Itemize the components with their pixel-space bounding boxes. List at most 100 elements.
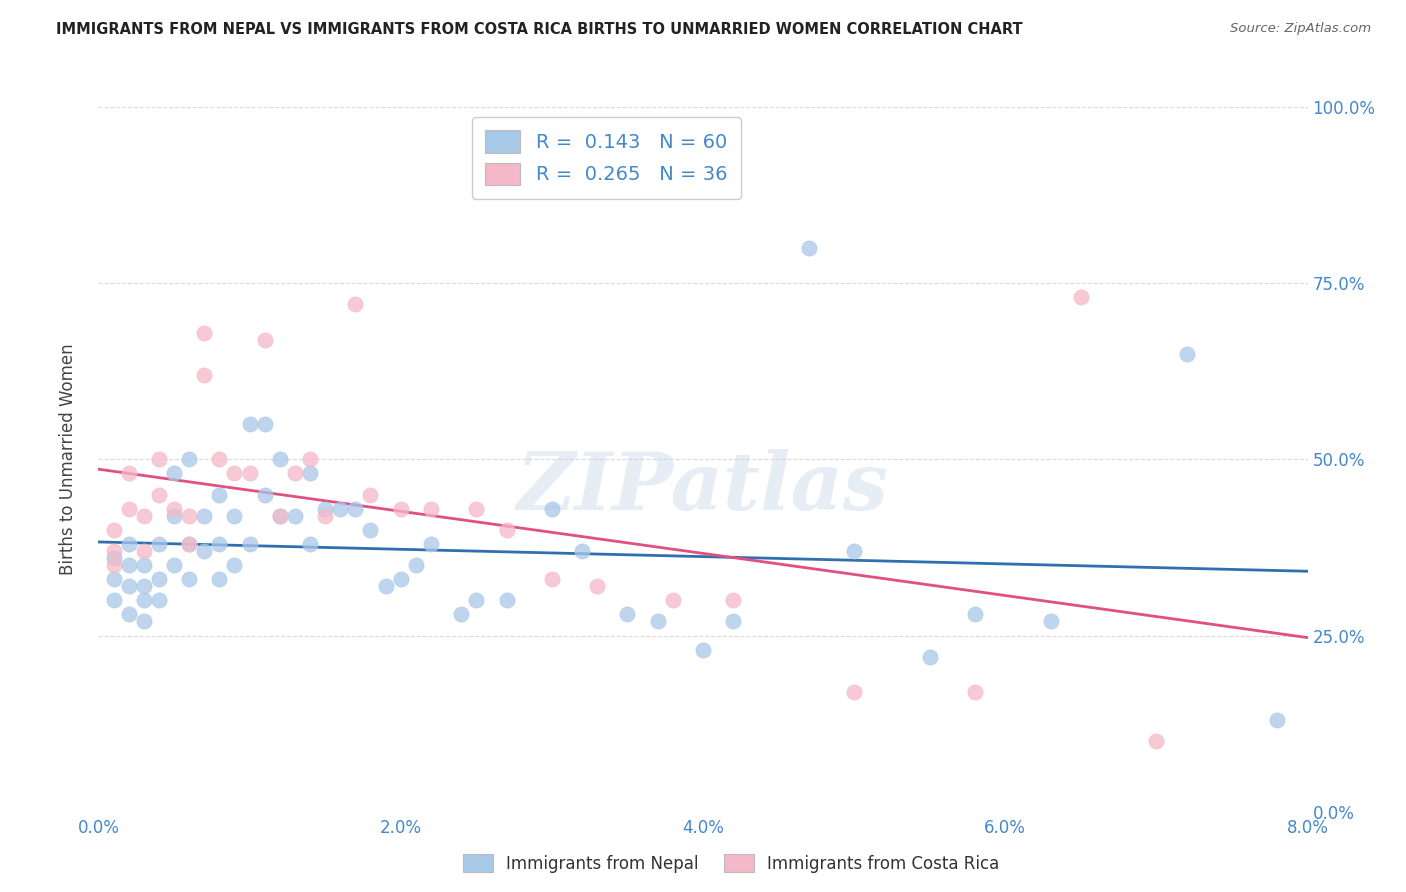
Point bbox=[132, 593, 155, 607]
Point bbox=[163, 501, 186, 516]
Point bbox=[179, 537, 201, 551]
Point bbox=[103, 544, 125, 558]
Point bbox=[239, 417, 262, 431]
Point bbox=[179, 572, 201, 586]
Point bbox=[239, 537, 262, 551]
Point bbox=[284, 467, 307, 481]
Point bbox=[465, 593, 488, 607]
Point bbox=[179, 508, 201, 523]
Point bbox=[918, 649, 941, 664]
Point bbox=[148, 452, 170, 467]
Point bbox=[103, 593, 125, 607]
Point bbox=[118, 467, 141, 481]
Point bbox=[405, 558, 427, 573]
Point bbox=[132, 615, 155, 629]
Text: IMMIGRANTS FROM NEPAL VS IMMIGRANTS FROM COSTA RICA BIRTHS TO UNMARRIED WOMEN CO: IMMIGRANTS FROM NEPAL VS IMMIGRANTS FROM… bbox=[56, 22, 1024, 37]
Point bbox=[360, 523, 382, 537]
Point bbox=[118, 579, 141, 593]
Point bbox=[495, 593, 517, 607]
Point bbox=[540, 572, 562, 586]
Point bbox=[420, 537, 443, 551]
Point bbox=[224, 508, 246, 523]
Point bbox=[224, 558, 246, 573]
Point bbox=[148, 572, 170, 586]
Point bbox=[647, 615, 669, 629]
Point bbox=[118, 537, 141, 551]
Point bbox=[965, 607, 987, 622]
Point bbox=[239, 467, 262, 481]
Point bbox=[1039, 615, 1062, 629]
Point bbox=[208, 572, 231, 586]
Point bbox=[208, 487, 231, 501]
Point bbox=[193, 326, 215, 340]
Legend: Immigrants from Nepal, Immigrants from Costa Rica: Immigrants from Nepal, Immigrants from C… bbox=[456, 847, 1007, 880]
Point bbox=[148, 593, 170, 607]
Point bbox=[299, 467, 322, 481]
Point bbox=[844, 685, 866, 699]
Point bbox=[193, 508, 215, 523]
Point bbox=[179, 452, 201, 467]
Point bbox=[1175, 346, 1198, 360]
Point bbox=[965, 685, 987, 699]
Point bbox=[374, 579, 396, 593]
Point bbox=[208, 452, 231, 467]
Point bbox=[844, 544, 866, 558]
Point bbox=[193, 368, 215, 382]
Point bbox=[540, 501, 562, 516]
Point bbox=[450, 607, 472, 622]
Point bbox=[1267, 713, 1289, 727]
Point bbox=[299, 537, 322, 551]
Point bbox=[329, 501, 352, 516]
Point bbox=[299, 452, 322, 467]
Point bbox=[723, 615, 745, 629]
Point bbox=[253, 417, 276, 431]
Point bbox=[132, 544, 155, 558]
Point bbox=[132, 558, 155, 573]
Point bbox=[495, 523, 517, 537]
Point bbox=[269, 508, 291, 523]
Legend: R =  0.143   N = 60, R =  0.265   N = 36: R = 0.143 N = 60, R = 0.265 N = 36 bbox=[471, 117, 741, 199]
Point bbox=[253, 333, 276, 347]
Point bbox=[284, 508, 307, 523]
Point bbox=[163, 467, 186, 481]
Point bbox=[224, 467, 246, 481]
Point bbox=[269, 508, 291, 523]
Point bbox=[571, 544, 593, 558]
Point bbox=[163, 508, 186, 523]
Point bbox=[132, 579, 155, 593]
Point bbox=[179, 537, 201, 551]
Point bbox=[344, 501, 367, 516]
Point bbox=[661, 593, 683, 607]
Text: Source: ZipAtlas.com: Source: ZipAtlas.com bbox=[1230, 22, 1371, 36]
Point bbox=[797, 241, 820, 255]
Point bbox=[616, 607, 638, 622]
Point bbox=[193, 544, 215, 558]
Point bbox=[389, 501, 412, 516]
Point bbox=[103, 558, 125, 573]
Point bbox=[132, 508, 155, 523]
Point bbox=[692, 642, 714, 657]
Point bbox=[723, 593, 745, 607]
Point bbox=[118, 501, 141, 516]
Point bbox=[118, 607, 141, 622]
Point bbox=[103, 572, 125, 586]
Point bbox=[314, 508, 336, 523]
Point bbox=[420, 501, 443, 516]
Point bbox=[253, 487, 276, 501]
Point bbox=[269, 452, 291, 467]
Point bbox=[586, 579, 609, 593]
Point bbox=[148, 487, 170, 501]
Y-axis label: Births to Unmarried Women: Births to Unmarried Women bbox=[59, 343, 77, 575]
Point bbox=[208, 537, 231, 551]
Point bbox=[103, 523, 125, 537]
Point bbox=[314, 501, 336, 516]
Point bbox=[465, 501, 488, 516]
Point bbox=[148, 537, 170, 551]
Point bbox=[360, 487, 382, 501]
Point bbox=[103, 551, 125, 566]
Point bbox=[389, 572, 412, 586]
Point bbox=[344, 297, 367, 311]
Point bbox=[163, 558, 186, 573]
Point bbox=[1146, 734, 1168, 748]
Point bbox=[118, 558, 141, 573]
